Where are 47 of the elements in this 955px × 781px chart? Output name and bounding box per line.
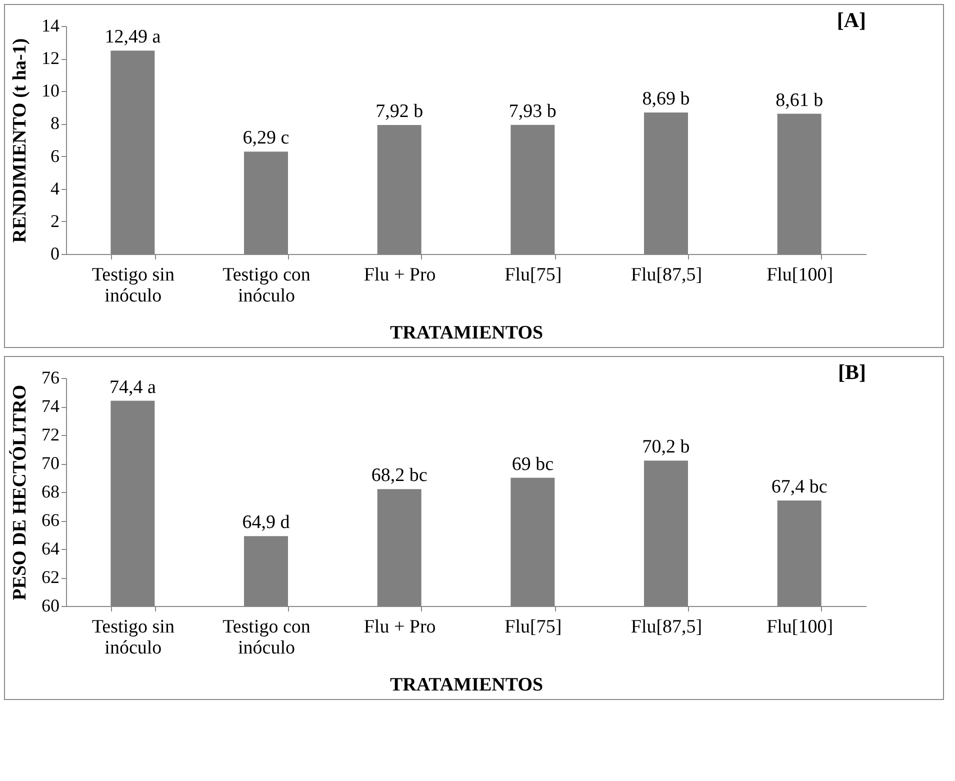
x-tick-label: Testigo sin inóculo (92, 264, 175, 306)
x-axis-title: TRATAMIENTOS (390, 674, 544, 696)
x-tick-label: Flu[87,5] (630, 264, 702, 286)
x-tick-label: Flu + Pro (364, 264, 436, 286)
y-axis-title: PESO DE HECTÓLITRO (8, 384, 30, 600)
data-label: 6,29 c (242, 128, 290, 149)
y-tick-label: 66 (42, 510, 60, 530)
y-tick-label: 10 (42, 80, 60, 101)
data-label: 70,2 b (642, 436, 690, 458)
x-tick-label: Flu[100] (766, 264, 834, 286)
x-tick-label: Flu[100] (766, 616, 834, 638)
x-axis-title: TRATAMIENTOS (390, 322, 544, 344)
y-tick-label: 60 (42, 596, 60, 616)
y-tick-label: 6 (50, 146, 60, 166)
y-tick-label: 64 (42, 538, 60, 558)
data-label: 12,49 a (104, 26, 162, 48)
y-axis-title: RENDIMIENTO (t ha-1) (10, 38, 30, 243)
x-tick-label: Flu[87,5] (630, 616, 702, 638)
data-label: 64,9 d (242, 512, 290, 534)
data-label: 69 bc (512, 454, 554, 475)
data-label: 68,2 bc (371, 465, 428, 486)
y-tick-label: 76 (42, 368, 60, 388)
annotation: [A] (836, 8, 866, 32)
data-label: 8,61 b (776, 90, 824, 111)
x-tick-label: Testigo sin inóculo (92, 616, 175, 658)
y-tick-label: 68 (42, 482, 60, 502)
data-label: 7,92 b (376, 101, 424, 122)
y-tick-label: 62 (42, 567, 60, 587)
x-tick-label: Flu[75] (504, 264, 562, 286)
data-label: 8,69 b (642, 88, 690, 110)
data-label: 7,93 b (508, 100, 556, 122)
y-tick-label: 74 (42, 396, 60, 416)
x-tick-label: Flu[75] (504, 616, 562, 638)
data-label: 67,4 bc (771, 476, 828, 498)
y-tick-label: 2 (50, 210, 60, 231)
y-tick-label: 4 (50, 178, 60, 198)
y-tick-label: 70 (42, 453, 60, 473)
data-label: 74,4 a (109, 376, 156, 398)
x-tick-label: Testigo con inóculo (222, 264, 311, 306)
y-tick-label: 8 (50, 113, 60, 134)
y-tick-label: 72 (42, 424, 60, 444)
x-tick-label: Testigo con inóculo (222, 616, 311, 658)
y-tick-label: 14 (42, 16, 60, 36)
x-tick-label: Flu + Pro (364, 616, 436, 638)
annotation: [B] (838, 360, 866, 384)
y-tick-label: 0 (50, 244, 60, 264)
y-tick-label: 12 (42, 48, 60, 68)
